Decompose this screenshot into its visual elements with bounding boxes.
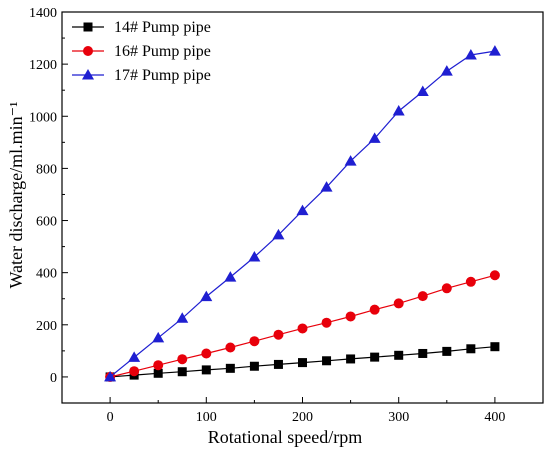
data-point bbox=[465, 276, 476, 287]
x-tick-label: 300 bbox=[388, 410, 409, 425]
legend-label: 16# Pump pipe bbox=[114, 43, 211, 60]
data-point bbox=[440, 65, 453, 76]
y-tick-label: 400 bbox=[36, 267, 57, 282]
data-point bbox=[298, 358, 307, 368]
data-point bbox=[129, 366, 140, 377]
data-point bbox=[200, 290, 213, 302]
data-point bbox=[416, 85, 429, 97]
legend-label: 17# Pump pipe bbox=[114, 67, 211, 84]
data-point bbox=[344, 155, 357, 166]
data-point bbox=[417, 291, 428, 302]
data-point bbox=[418, 348, 428, 358]
axis-ticks: 0 100 200 300 400 0 200 400 600 800 1000 1200 1400 bbox=[29, 6, 505, 425]
data-point bbox=[272, 228, 285, 240]
y-tick-label: 200 bbox=[36, 319, 57, 334]
data-point bbox=[177, 354, 188, 365]
data-point bbox=[249, 361, 259, 371]
legend-marker bbox=[82, 69, 94, 80]
data-point bbox=[442, 346, 452, 356]
data-point bbox=[273, 329, 284, 340]
data-point bbox=[346, 354, 356, 364]
data-point bbox=[345, 311, 356, 322]
legend-marker bbox=[83, 22, 93, 32]
data-point bbox=[394, 350, 404, 360]
data-point bbox=[273, 359, 283, 369]
data-point bbox=[201, 348, 212, 359]
data-point bbox=[176, 312, 189, 323]
data-point bbox=[464, 49, 477, 60]
data-point bbox=[489, 270, 500, 281]
data-point bbox=[128, 351, 141, 362]
data-point bbox=[296, 204, 309, 216]
y-tick-label: 0 bbox=[50, 371, 57, 386]
data-point bbox=[370, 352, 380, 362]
legend-label: 14# Pump pipe bbox=[114, 19, 211, 36]
data-point bbox=[322, 356, 332, 366]
data-point bbox=[369, 304, 380, 315]
data-point bbox=[177, 367, 187, 377]
legend-marker bbox=[83, 46, 93, 56]
data-point bbox=[248, 251, 261, 262]
data-point bbox=[225, 342, 236, 353]
y-tick-label: 1000 bbox=[29, 110, 57, 125]
data-point bbox=[466, 344, 476, 354]
data-point bbox=[104, 370, 117, 382]
data-point bbox=[490, 342, 500, 352]
series bbox=[105, 342, 500, 382]
series-layer bbox=[104, 45, 501, 382]
series bbox=[105, 270, 500, 382]
data-point bbox=[488, 45, 501, 56]
y-tick-label: 1200 bbox=[29, 58, 57, 73]
x-tick-label: 0 bbox=[107, 410, 114, 425]
series bbox=[104, 45, 501, 382]
x-axis-title: Rotational speed/rpm bbox=[208, 427, 362, 447]
y-axis-title: Water discharge/ml.min⁻¹ bbox=[6, 101, 26, 288]
legend: 14# Pump pipe 16# Pump pipe 17# Pump pipe bbox=[72, 19, 211, 84]
x-tick-label: 100 bbox=[196, 410, 217, 425]
data-point bbox=[368, 132, 381, 143]
data-point bbox=[441, 283, 452, 294]
data-point bbox=[152, 331, 165, 343]
data-point bbox=[201, 365, 211, 375]
y-tick-label: 1400 bbox=[29, 6, 57, 21]
data-point bbox=[393, 298, 404, 309]
data-point bbox=[249, 336, 260, 347]
data-point bbox=[153, 360, 164, 371]
data-point bbox=[224, 271, 237, 282]
y-tick-label: 800 bbox=[36, 162, 57, 177]
data-point bbox=[320, 181, 333, 192]
data-point bbox=[392, 105, 405, 116]
data-point bbox=[297, 323, 308, 334]
data-point bbox=[321, 317, 332, 328]
data-point bbox=[225, 363, 235, 373]
x-tick-label: 400 bbox=[484, 410, 505, 425]
y-tick-label: 600 bbox=[36, 215, 57, 230]
data-point bbox=[153, 368, 163, 378]
x-tick-label: 200 bbox=[292, 410, 313, 425]
